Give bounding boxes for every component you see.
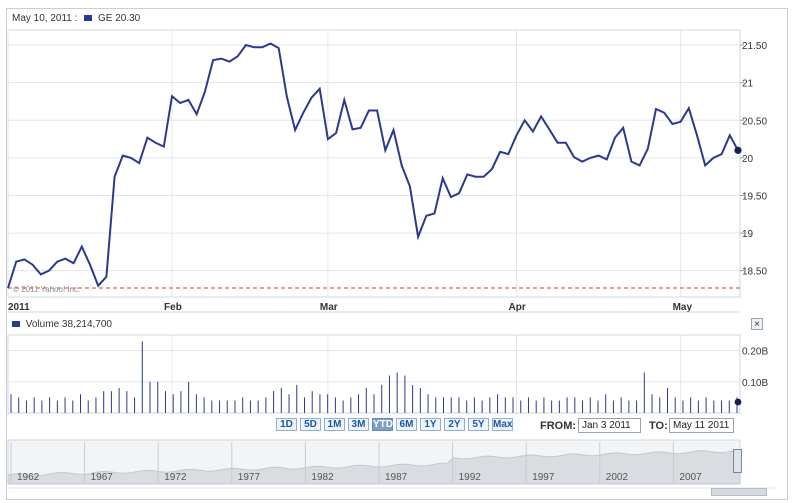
navigator-scroll-thumb[interactable] — [711, 488, 767, 496]
range-button-max[interactable]: Max — [492, 418, 513, 431]
from-date-input[interactable]: Jan 3 2011 — [578, 418, 641, 433]
range-button-3m[interactable]: 3M — [348, 418, 369, 431]
to-date-input[interactable]: May 11 2011 — [669, 418, 734, 433]
range-button-5d[interactable]: 5D — [300, 418, 321, 431]
close-volume-button[interactable]: × — [751, 318, 763, 330]
range-button-1d[interactable]: 1D — [276, 418, 297, 431]
to-label: TO: — [649, 420, 668, 432]
series-swatch — [84, 14, 93, 21]
volume-legend: Volume 38,214,700 — [12, 319, 112, 330]
range-button-6m[interactable]: 6M — [396, 418, 417, 431]
range-selector: 1D 5D 1M 3M YTD 6M 1Y 2Y 5Y Max — [276, 418, 513, 431]
range-button-ytd[interactable]: YTD — [372, 418, 393, 431]
price-legend: May 10, 2011 : GE 20.30 — [12, 13, 140, 24]
volume-readout: Volume 38,214,700 — [25, 319, 112, 330]
range-button-1m[interactable]: 1M — [324, 418, 345, 431]
volume-swatch — [12, 320, 20, 327]
range-button-5y[interactable]: 5Y — [468, 418, 489, 431]
navigator-handle[interactable] — [733, 449, 742, 473]
from-label: FROM: — [540, 420, 577, 432]
symbol-readout: GE 20.30 — [97, 13, 141, 24]
range-button-1y[interactable]: 1Y — [420, 418, 441, 431]
date-readout: May 10, 2011 : — [12, 13, 78, 24]
range-button-2y[interactable]: 2Y — [444, 418, 465, 431]
